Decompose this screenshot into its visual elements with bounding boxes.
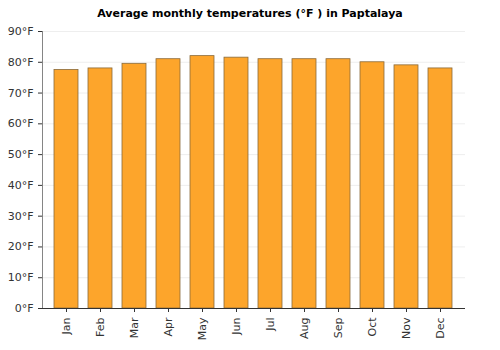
html-text:Average monthly temperatures (: Average monthly temperatures (°F ) in Pa… [97, 7, 403, 20]
svg-text:May: May [196, 317, 209, 340]
svg-text:90°F: 90°F [8, 25, 34, 38]
svg-text:Mar: Mar [128, 317, 141, 338]
svg-text:10°F: 10°F [8, 271, 34, 284]
svg-text:Aug: Aug [298, 318, 311, 339]
svg-text:20°F: 20°F [8, 240, 34, 253]
svg-text:70°F: 70°F [8, 87, 34, 100]
svg-text:Apr: Apr [162, 317, 175, 337]
svg-text:Jan: Jan [60, 317, 73, 335]
svg-text:Jun: Jun [230, 317, 243, 335]
svg-text:Jul: Jul [264, 318, 277, 332]
svg-text:0°F: 0°F [15, 302, 34, 315]
svg-text:50°F: 50°F [8, 148, 34, 161]
svg-text:40°F: 40°F [8, 179, 34, 192]
svg-text:Sep: Sep [332, 317, 345, 338]
svg-text:Feb: Feb [94, 317, 107, 336]
svg-text:Oct: Oct [366, 317, 379, 337]
svg-text:80°F: 80°F [8, 56, 34, 69]
svg-text:Nov: Nov [400, 317, 413, 339]
svg-text:Dec: Dec [434, 318, 447, 339]
svg-text:60°F: 60°F [8, 117, 34, 130]
svg-text:30°F: 30°F [8, 210, 34, 223]
